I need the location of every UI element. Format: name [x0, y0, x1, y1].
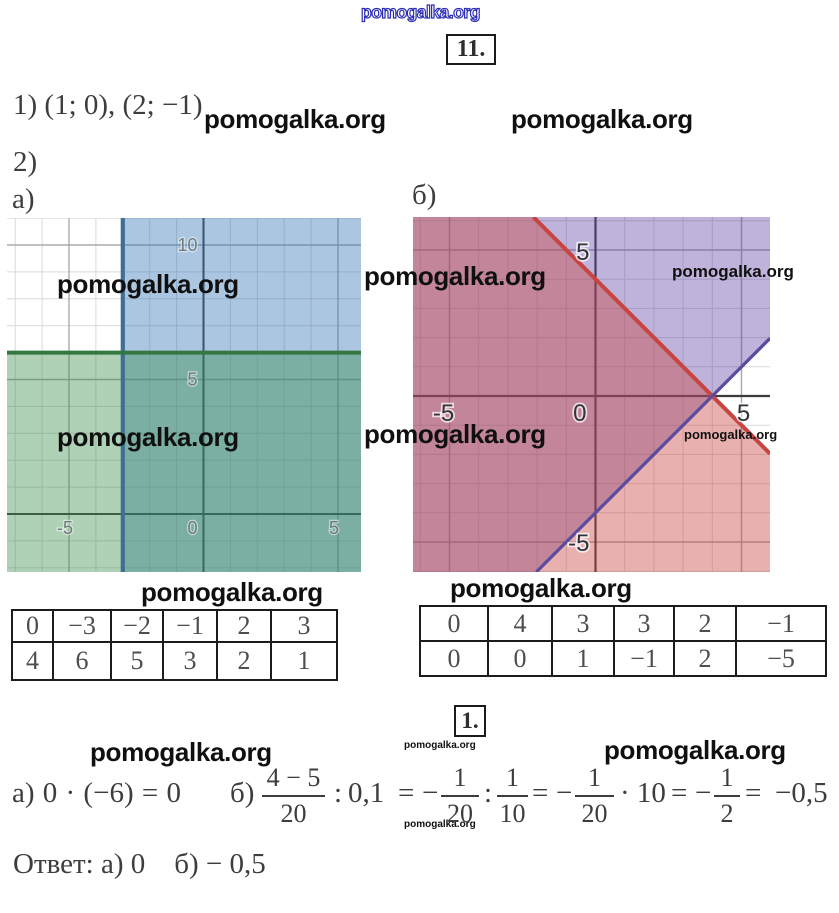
- svg-text:10: 10: [177, 235, 197, 255]
- svg-text:-5: -5: [433, 400, 454, 427]
- svg-text:0: 0: [187, 518, 197, 538]
- svg-text:5: 5: [576, 239, 589, 266]
- svg-text:5: 5: [329, 518, 339, 538]
- svg-text:-5: -5: [57, 518, 73, 538]
- svg-text:0: 0: [573, 400, 586, 427]
- svg-text:5: 5: [737, 400, 750, 427]
- svg-text:5: 5: [187, 370, 197, 390]
- svg-text:-5: -5: [568, 530, 589, 557]
